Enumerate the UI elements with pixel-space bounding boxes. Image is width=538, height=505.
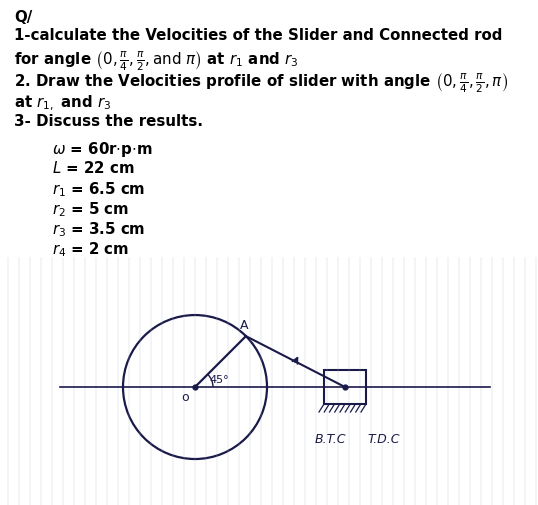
Text: $r_2$ = 5 cm: $r_2$ = 5 cm bbox=[52, 200, 129, 218]
Text: B.T.C: B.T.C bbox=[315, 432, 346, 445]
Text: Q/: Q/ bbox=[14, 10, 32, 25]
Text: 3- Discuss the results.: 3- Discuss the results. bbox=[14, 114, 203, 129]
Text: $r_1$ = 6.5 cm: $r_1$ = 6.5 cm bbox=[52, 180, 145, 198]
Text: A: A bbox=[240, 319, 249, 331]
Text: 45°: 45° bbox=[209, 374, 229, 384]
Text: 2. Draw the Velocities profile of slider with angle $\left(0,\frac{\pi}{4},\frac: 2. Draw the Velocities profile of slider… bbox=[14, 72, 508, 95]
Bar bbox=[324, 370, 366, 404]
Text: $L$ = 22 cm: $L$ = 22 cm bbox=[52, 160, 134, 176]
Text: $r_3$ = 3.5 cm: $r_3$ = 3.5 cm bbox=[52, 220, 145, 238]
Text: o: o bbox=[181, 390, 189, 403]
Text: $\omega$ = 60r$\cdot$p$\cdot$m: $\omega$ = 60r$\cdot$p$\cdot$m bbox=[52, 140, 152, 159]
Text: T.D.C: T.D.C bbox=[367, 432, 400, 445]
Text: 1-calculate the Velocities of the Slider and Connected rod: 1-calculate the Velocities of the Slider… bbox=[14, 28, 502, 43]
Text: $r_4$ = 2 cm: $r_4$ = 2 cm bbox=[52, 240, 129, 259]
Text: for angle $\left(0,\frac{\pi}{4},\frac{\pi}{2},\mathrm{and}\ \pi\right)$ at $r_1: for angle $\left(0,\frac{\pi}{4},\frac{\… bbox=[14, 50, 299, 73]
Text: at $r_{1,}$ and $r_3$: at $r_{1,}$ and $r_3$ bbox=[14, 94, 111, 113]
